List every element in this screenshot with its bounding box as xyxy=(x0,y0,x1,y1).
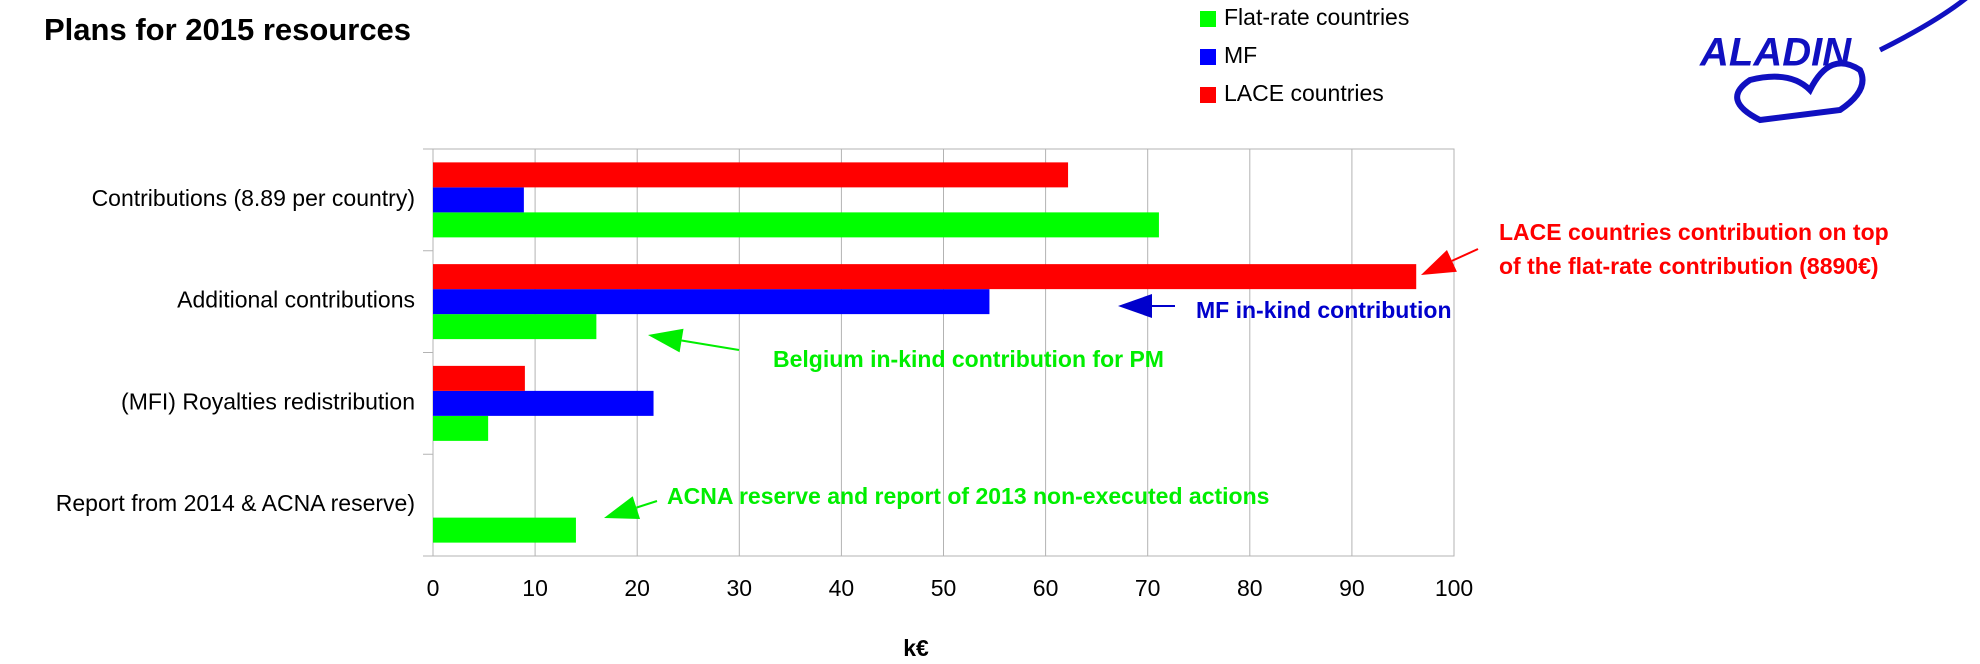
bar xyxy=(433,365,525,391)
x-tick-label: 70 xyxy=(1135,575,1161,601)
annotation-arrowhead xyxy=(1118,294,1152,318)
bar xyxy=(433,415,489,441)
y-tick-label: (MFI) Royalties redistribution xyxy=(121,388,415,414)
annotation-arrowhead xyxy=(1421,249,1457,275)
x-tick-label: 60 xyxy=(1033,575,1059,601)
y-tick-label: Additional contributions xyxy=(177,287,415,313)
logo: ALADIN xyxy=(1660,0,1980,155)
bar xyxy=(433,289,990,315)
legend-swatch xyxy=(1200,49,1216,65)
annotation-arrowhead xyxy=(604,496,641,520)
y-tick-label: Contributions (8.89 per country) xyxy=(92,185,415,211)
logo-text: ALADIN xyxy=(1699,31,1852,75)
bar xyxy=(433,314,597,340)
x-tick-label: 80 xyxy=(1237,575,1263,601)
y-tick-label: Report from 2014 & ACNA reserve) xyxy=(56,490,415,516)
bar xyxy=(433,264,1417,290)
x-tick-label: 0 xyxy=(427,575,440,601)
legend-label: MF xyxy=(1224,42,1257,68)
x-tick-label: 90 xyxy=(1339,575,1365,601)
annotation-text: ACNA reserve and report of 2013 non-exec… xyxy=(667,483,1269,509)
annotation-text: MF in-kind contribution xyxy=(1196,297,1452,323)
annotation-arrowhead xyxy=(648,328,684,353)
annotation-arrow xyxy=(636,500,658,509)
bar xyxy=(433,212,1159,238)
x-tick-label: 20 xyxy=(624,575,650,601)
legend-label: Flat-rate countries xyxy=(1224,4,1409,30)
x-tick-label: 50 xyxy=(931,575,957,601)
logo-smoke xyxy=(1878,0,1968,53)
annotation-arrow xyxy=(681,339,740,351)
legend-swatch xyxy=(1200,87,1216,103)
annotation-text: LACE countries contribution on top xyxy=(1499,219,1889,245)
annotation-arrow xyxy=(1451,248,1479,262)
x-tick-label: 100 xyxy=(1435,575,1473,601)
x-tick-label: 30 xyxy=(727,575,753,601)
chart-title: Plans for 2015 resources xyxy=(44,12,411,47)
bar xyxy=(433,187,524,213)
legend-swatch xyxy=(1200,11,1216,27)
bar xyxy=(433,517,576,543)
annotation-text: Belgium in-kind contribution for PM xyxy=(773,346,1164,372)
x-tick-label: 40 xyxy=(829,575,855,601)
annotation-text: of the flat-rate contribution (8890€) xyxy=(1499,253,1879,279)
bar xyxy=(433,390,654,416)
logo-lamp xyxy=(1734,60,1866,124)
bar xyxy=(433,162,1069,188)
x-axis-label: k€ xyxy=(903,635,929,661)
legend-label: LACE countries xyxy=(1224,80,1384,106)
x-tick-label: 10 xyxy=(522,575,548,601)
